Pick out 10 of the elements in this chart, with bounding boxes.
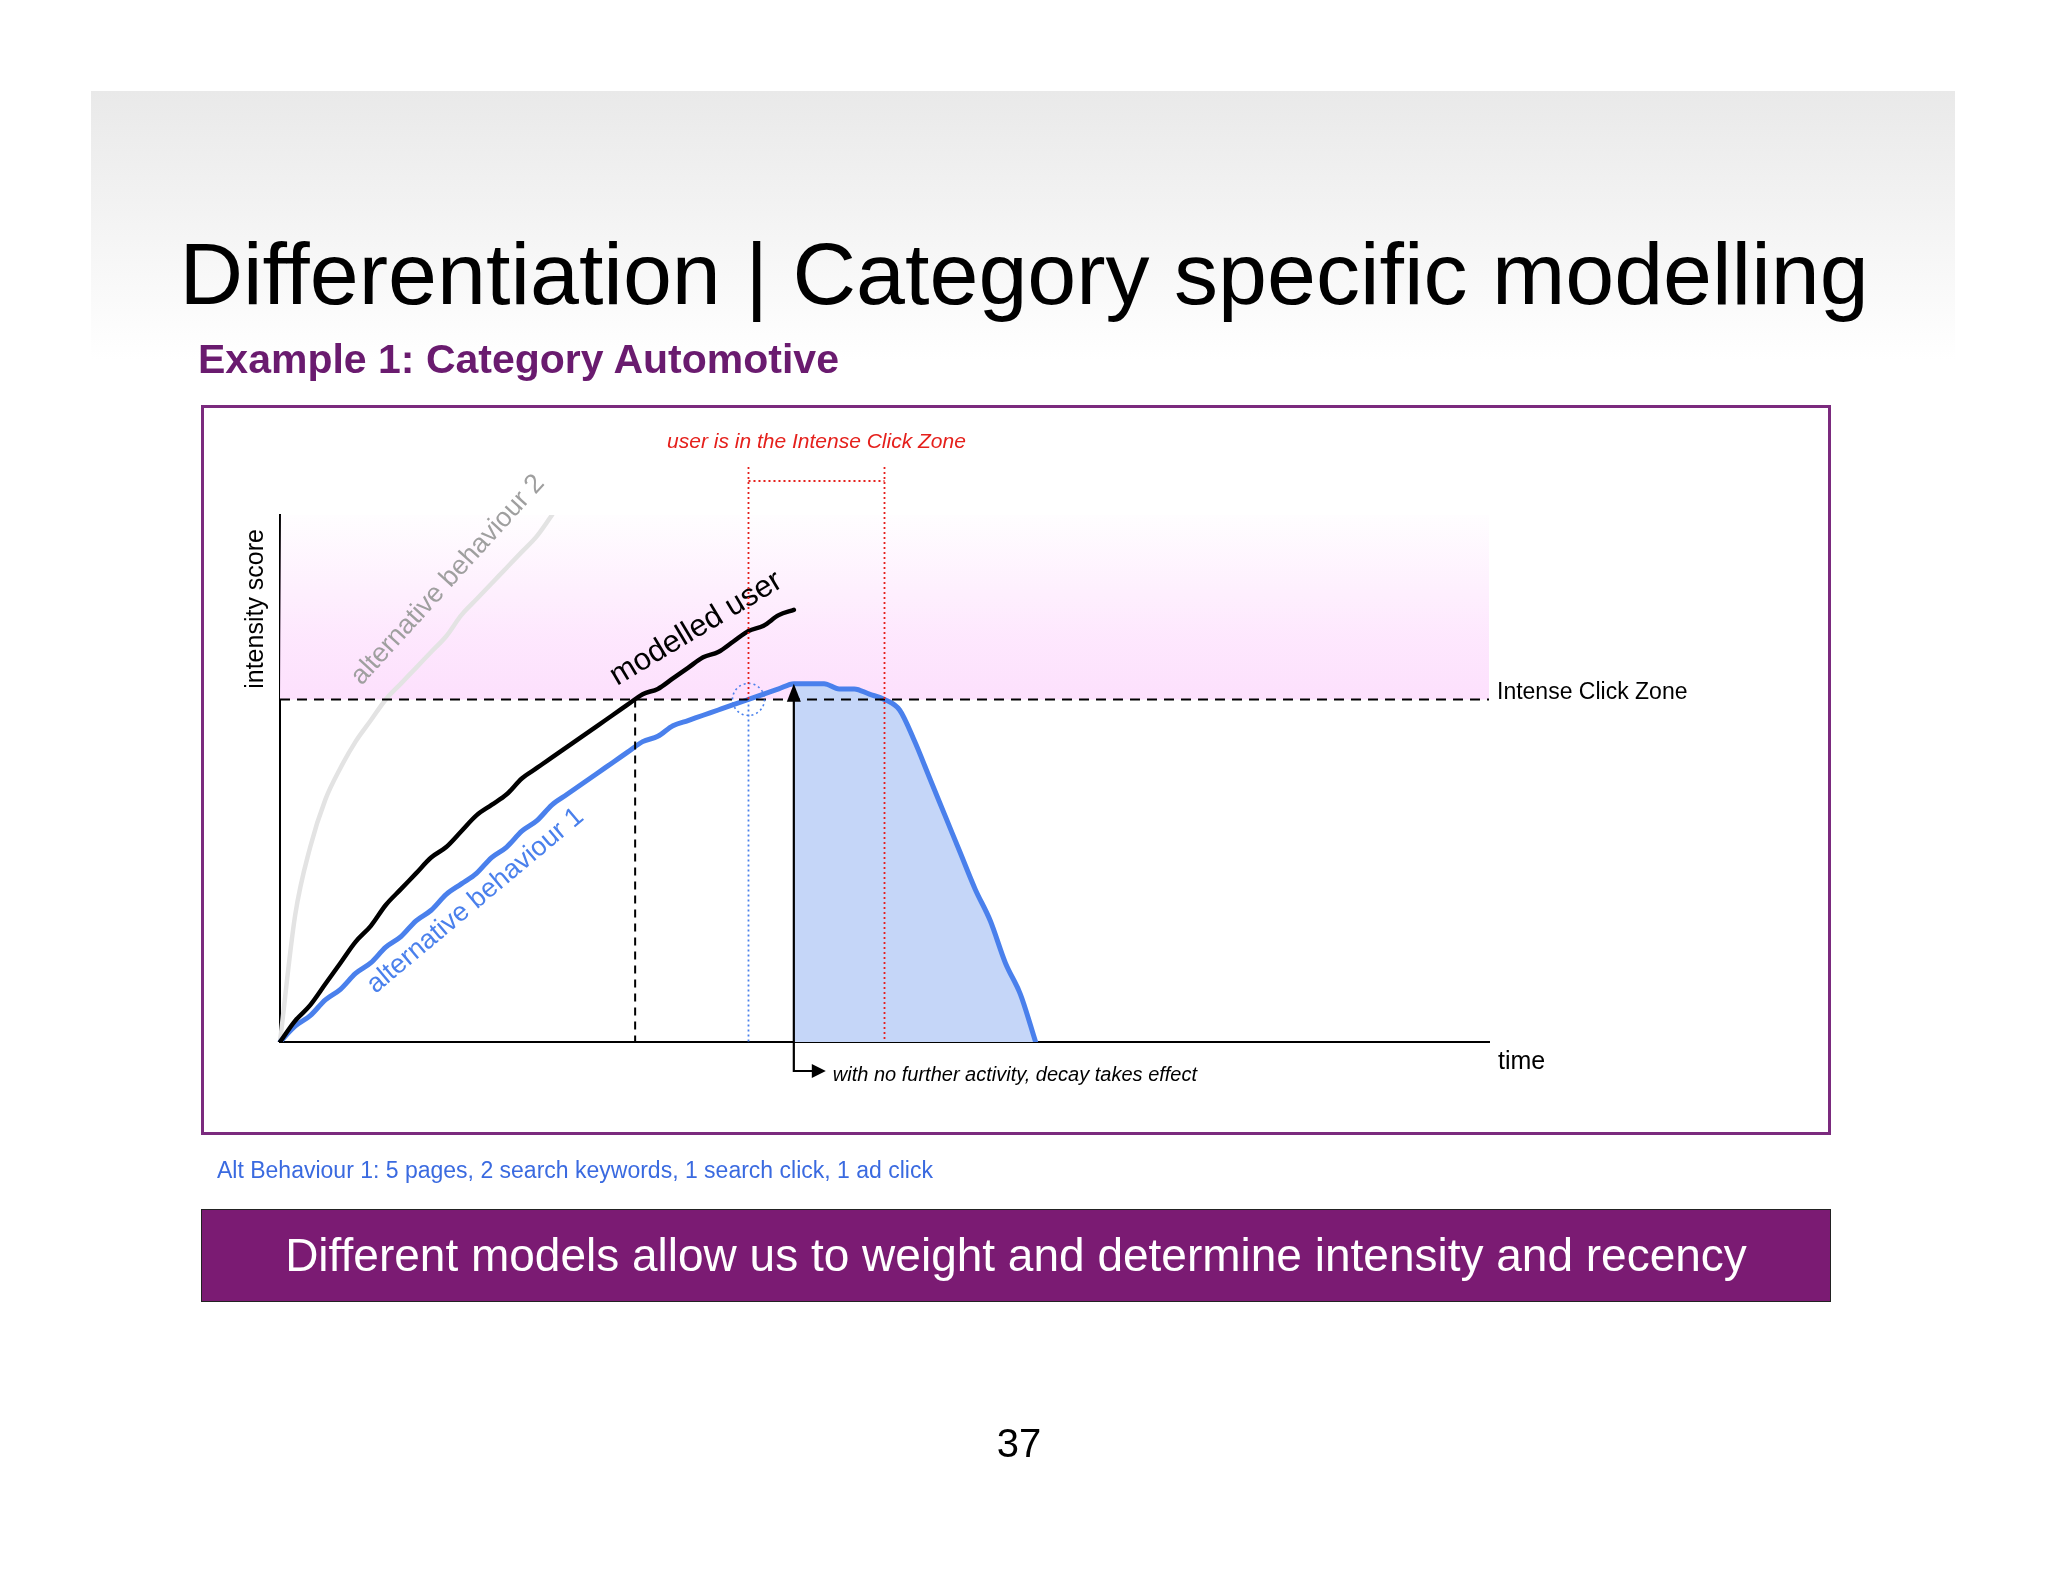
ref-line-label: Intense Click Zone [1497,677,1688,704]
text: Different models allow us to weight and determine intensity and recency [201,1209,1831,1302]
text: Alt Behaviour 1: 5 pages, 2 search keywords, 1 search click, 1 ad click [217,1156,933,1184]
x-axis-title: time [1498,1045,1546,1074]
text: 37 [995,1420,1043,1467]
text: user is in the Intense Click Zone [667,428,966,454]
text: with no further activity, decay takes effect [832,1062,1198,1086]
chart-title: Differentiation | Category specific modelling [178,224,1870,324]
y-axis-title: intensity score [239,529,268,689]
chart-subtitle: Example 1: Category Automotive [198,335,839,383]
